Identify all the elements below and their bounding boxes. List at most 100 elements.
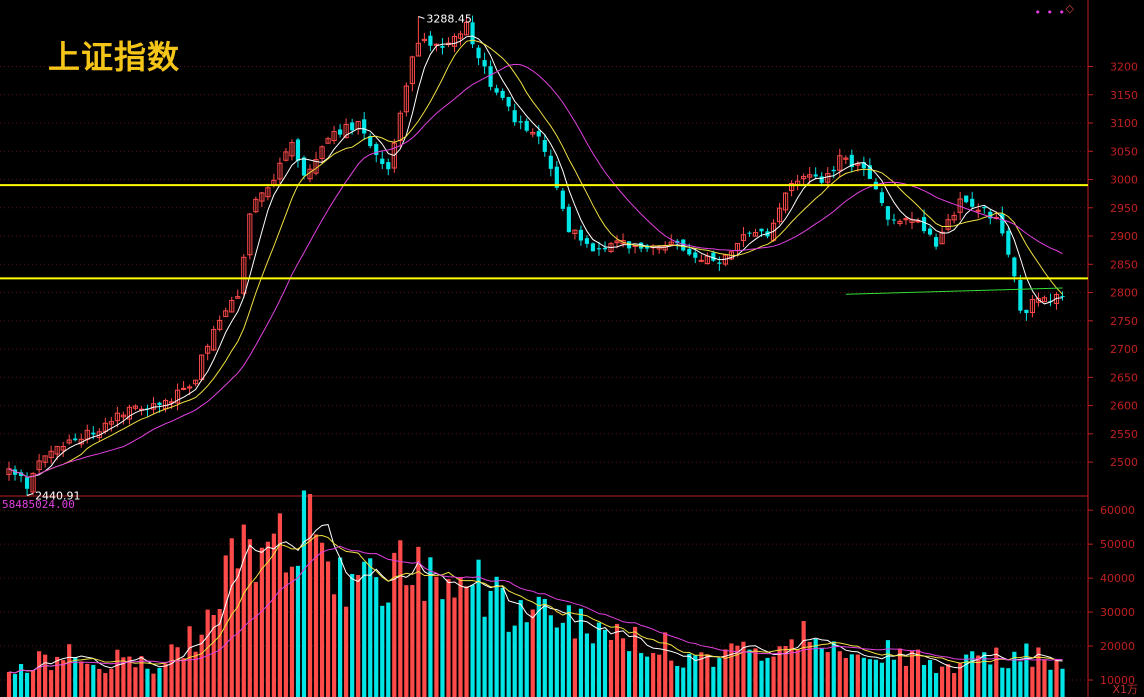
candle-body — [596, 248, 602, 250]
candle-body — [1000, 213, 1005, 234]
candle-body — [698, 259, 704, 262]
volume-tick-label: 60000 — [1100, 504, 1135, 517]
candle-body — [620, 240, 626, 245]
candle-body — [789, 183, 795, 192]
volume-bar — [620, 638, 626, 697]
volume-bar — [356, 575, 361, 697]
candle-body — [73, 438, 78, 441]
candle-body — [891, 219, 897, 221]
candle-body — [825, 173, 831, 183]
candle-body — [933, 237, 939, 247]
volume-bar — [741, 641, 746, 697]
candle-body — [1041, 297, 1048, 303]
volume-bar — [693, 655, 698, 697]
price-tick-label: 3050 — [1110, 145, 1138, 158]
candle-body — [295, 139, 301, 161]
volume-bar — [915, 649, 921, 697]
volume-bar — [350, 573, 355, 697]
volume-bar — [681, 667, 686, 697]
chart-title: 上证指数 — [48, 38, 181, 76]
volume-bar — [289, 566, 295, 697]
volume-tick-label: 40000 — [1100, 572, 1135, 585]
volume-bar — [958, 662, 963, 697]
volume-bar — [157, 667, 162, 697]
volume-bar — [554, 627, 559, 697]
volume-bar — [319, 542, 325, 697]
volume-bar — [548, 615, 553, 697]
volume-bar — [187, 626, 192, 697]
volume-ma20-line — [8, 545, 1063, 674]
candle-body — [440, 45, 445, 48]
volume-bar — [891, 659, 897, 697]
volume-bar — [933, 673, 939, 697]
candle-body — [91, 432, 96, 435]
volume-bar — [669, 660, 674, 697]
candle-body — [668, 241, 674, 245]
volume-bar — [506, 631, 511, 697]
candle-body — [6, 468, 12, 475]
volume-bar — [18, 664, 24, 697]
trend-line — [845, 287, 1063, 295]
volume-bar — [879, 662, 885, 697]
candle-body — [265, 187, 271, 198]
candle-body — [374, 144, 379, 156]
candle-body — [536, 131, 541, 137]
volume-bar — [476, 559, 481, 697]
volume-bar — [590, 643, 596, 697]
volume-bar — [608, 640, 614, 697]
volume-bar — [964, 654, 969, 697]
volume-bar — [976, 655, 981, 697]
candle-body — [1006, 230, 1011, 255]
candle-body — [223, 310, 229, 318]
candle-body — [500, 90, 505, 98]
volume-bar — [229, 538, 234, 697]
candle-body — [362, 119, 367, 134]
volume-bar — [6, 671, 12, 697]
volume-bar — [73, 657, 78, 697]
volume-bar — [903, 665, 909, 697]
more-dots-icon[interactable]: • • • — [1034, 6, 1066, 19]
candle-body — [235, 296, 241, 299]
volume-bar — [1048, 669, 1053, 697]
candle-body — [386, 162, 391, 170]
volume-bar — [825, 652, 830, 697]
volume-ma5-line — [8, 524, 1063, 674]
candle-body — [157, 402, 162, 406]
candle-body — [96, 431, 102, 439]
volume-bar — [265, 541, 270, 697]
volume-bar — [488, 590, 493, 697]
volume-bar — [1030, 666, 1035, 697]
candle-body — [150, 403, 157, 410]
volume-bar — [639, 653, 644, 697]
annotation-pointer — [418, 16, 425, 20]
candle-body — [1053, 294, 1060, 304]
candle-body — [463, 21, 470, 36]
candle-body — [752, 232, 759, 237]
candle-body — [747, 232, 752, 234]
candle-body — [350, 122, 355, 131]
volume-bar — [566, 605, 571, 697]
candle-body — [126, 406, 133, 420]
volume-bar — [121, 657, 126, 697]
volume-bar — [295, 565, 301, 697]
volume-bar — [313, 534, 319, 697]
candle-body — [415, 42, 421, 57]
candle-body — [776, 207, 783, 223]
volume-bar — [747, 649, 752, 697]
volume-bar — [994, 647, 999, 697]
candle-body — [338, 129, 343, 135]
candle-body — [831, 169, 836, 172]
candle-body — [1024, 309, 1029, 314]
candle-body — [409, 56, 415, 85]
volume-bar — [331, 594, 337, 697]
candle-body — [60, 446, 66, 451]
candle-body — [506, 97, 511, 107]
candle-body — [1035, 298, 1042, 303]
candle-body — [801, 175, 807, 180]
diamond-icon[interactable]: ◇ — [1065, 2, 1074, 15]
annotation-label: 3288.45 — [426, 13, 472, 26]
volume-bar — [675, 665, 680, 697]
price-tick-label: 2850 — [1110, 258, 1138, 271]
volume-bar — [1018, 661, 1023, 697]
volume-bar — [344, 606, 349, 697]
